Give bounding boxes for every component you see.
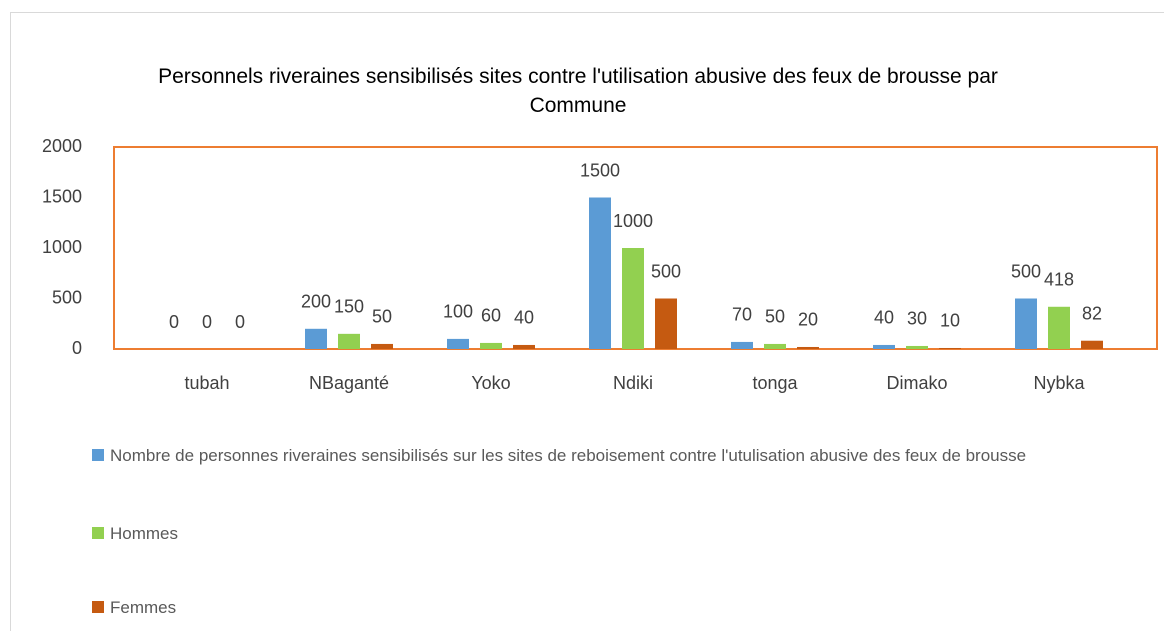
data-label: 40 xyxy=(874,308,894,328)
legend-label: Hommes xyxy=(110,524,179,543)
data-label: 82 xyxy=(1082,303,1102,323)
data-label: 418 xyxy=(1044,270,1074,290)
data-label: 0 xyxy=(202,312,212,332)
data-label: 50 xyxy=(372,307,392,327)
bar xyxy=(622,248,644,349)
data-label: 40 xyxy=(514,308,534,328)
legend-swatch xyxy=(92,601,104,613)
data-label: 70 xyxy=(732,305,752,325)
bar xyxy=(731,341,753,349)
chart-title: Personnels riveraines sensibilisés sites… xyxy=(158,65,998,117)
bar xyxy=(1081,340,1103,349)
legend-swatch xyxy=(92,527,104,539)
legend-item: Hommes xyxy=(92,520,1112,547)
data-label: 100 xyxy=(443,302,473,322)
bar xyxy=(480,342,502,349)
data-label: 1500 xyxy=(580,160,620,180)
bar xyxy=(655,298,677,349)
legend-item: Nombre de personnes riveraines sensibili… xyxy=(92,442,1112,469)
legend-item: Femmes xyxy=(92,594,1112,621)
x-tick-label: NBaganté xyxy=(309,373,389,393)
x-tick-label: Ndiki xyxy=(613,373,653,393)
bar xyxy=(1048,306,1070,349)
x-tick-label: Dimako xyxy=(886,373,947,393)
y-tick-label: 1000 xyxy=(42,237,82,257)
bar xyxy=(764,343,786,349)
bar xyxy=(305,328,327,349)
data-label: 0 xyxy=(235,312,245,332)
x-tick-label: tubah xyxy=(184,373,229,393)
bar xyxy=(873,344,895,349)
bar xyxy=(906,345,928,349)
data-label: 1000 xyxy=(613,211,653,231)
bar xyxy=(447,338,469,349)
data-label: 60 xyxy=(481,306,501,326)
data-label: 150 xyxy=(334,297,364,317)
data-label: 500 xyxy=(651,261,681,281)
x-tick-label: tonga xyxy=(752,373,798,393)
x-tick-label: Yoko xyxy=(471,373,510,393)
legend-swatch xyxy=(92,449,104,461)
data-label: 200 xyxy=(301,292,331,312)
bar xyxy=(1015,298,1037,349)
y-tick-label: 1500 xyxy=(42,186,82,206)
bar xyxy=(513,344,535,349)
y-tick-label: 0 xyxy=(72,338,82,358)
data-label: 0 xyxy=(169,312,179,332)
bar xyxy=(338,333,360,349)
bar xyxy=(939,347,961,349)
x-tick-label: Nybka xyxy=(1033,373,1085,393)
bar xyxy=(589,197,611,349)
bar xyxy=(797,346,819,349)
data-label: 30 xyxy=(907,309,927,329)
legend-label: Femmes xyxy=(110,598,177,617)
legend-label: Nombre de personnes riveraines sensibili… xyxy=(110,446,1027,465)
data-label: 50 xyxy=(765,307,785,327)
data-label: 20 xyxy=(798,310,818,330)
bar xyxy=(371,343,393,349)
chart-frame xyxy=(10,12,1164,631)
data-label: 10 xyxy=(940,311,960,331)
data-label: 500 xyxy=(1011,261,1041,281)
y-tick-label: 500 xyxy=(52,287,82,307)
y-tick-label: 2000 xyxy=(42,136,82,156)
